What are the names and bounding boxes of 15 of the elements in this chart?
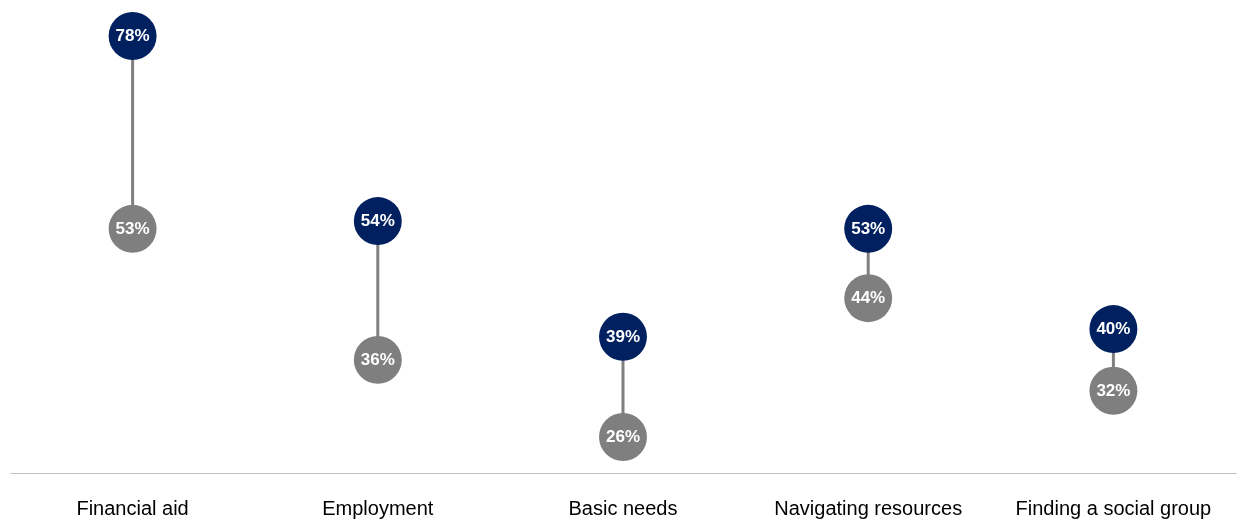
data-label: 54% xyxy=(360,211,395,231)
data-label: 44% xyxy=(851,288,886,308)
data-label: 36% xyxy=(360,349,395,369)
data-label: 32% xyxy=(1096,380,1131,400)
x-tick-label: Finding a social group xyxy=(1015,496,1212,519)
x-tick-label: Navigating resources xyxy=(774,496,963,519)
data-label: 53% xyxy=(115,218,150,238)
data-label: 39% xyxy=(605,326,641,346)
data-label: 40% xyxy=(1096,319,1131,339)
data-label: 53% xyxy=(851,218,886,238)
data-label: 26% xyxy=(605,427,641,446)
x-tick-label: Employment xyxy=(322,496,434,519)
x-tick-label: Financial aid xyxy=(76,496,189,519)
x-tick-label: Basic needs xyxy=(568,496,678,519)
data-label: 78% xyxy=(115,26,150,45)
